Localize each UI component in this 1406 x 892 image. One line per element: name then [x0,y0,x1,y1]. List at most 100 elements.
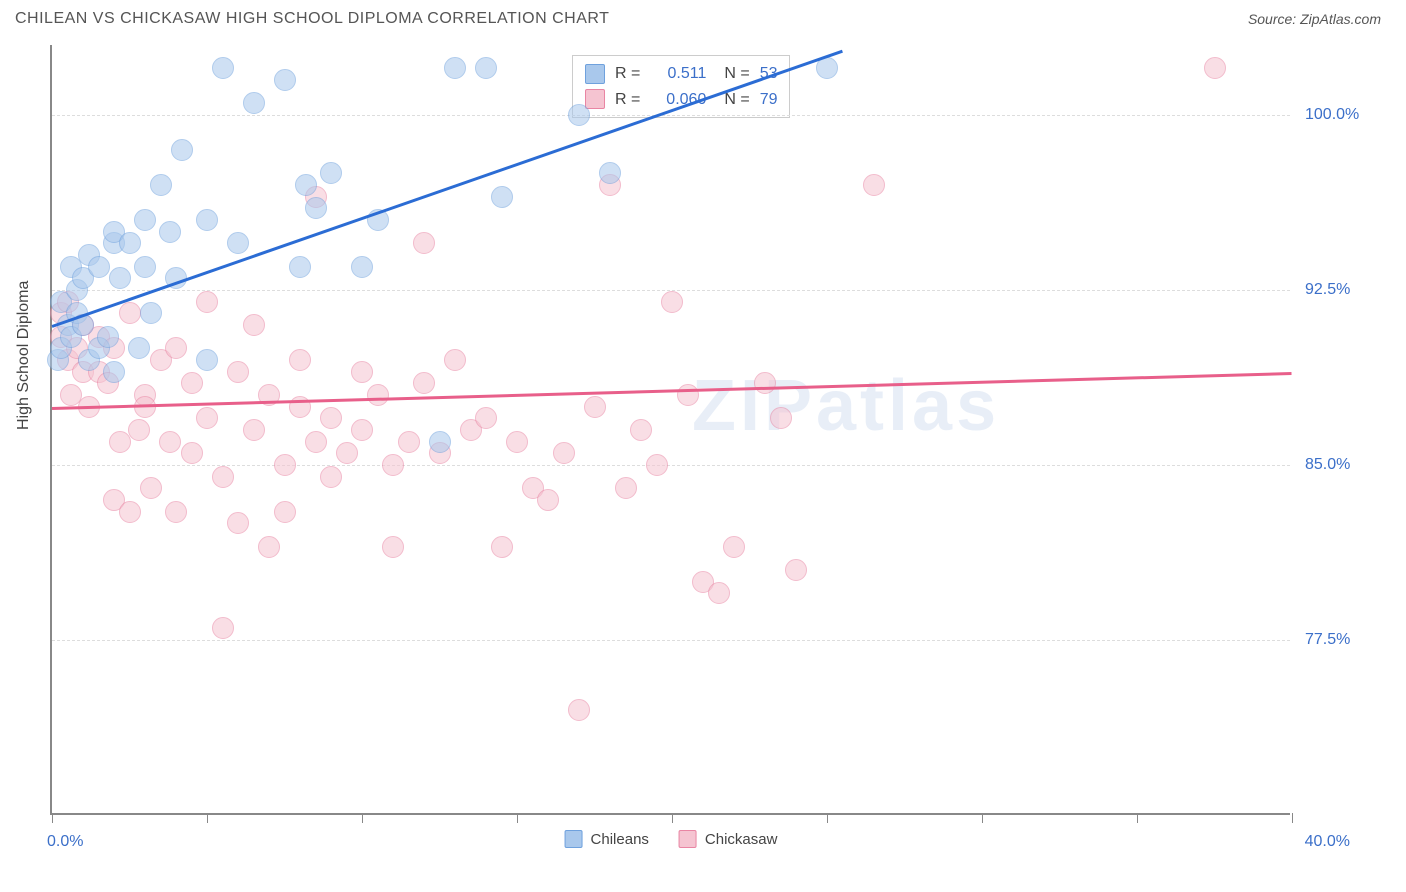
legend-swatch [565,830,583,848]
data-point [196,291,218,313]
data-point [630,419,652,441]
legend-item: Chickasaw [679,830,778,848]
data-point [584,396,606,418]
data-point [351,256,373,278]
watermark: ZIPatlas [692,365,1000,447]
data-point [382,536,404,558]
r-label: R = [615,61,640,87]
data-point [305,197,327,219]
data-point [165,337,187,359]
data-point [351,419,373,441]
data-point [708,582,730,604]
data-point [128,419,150,441]
gridline [52,115,1290,116]
x-tick [672,813,673,823]
data-point [134,209,156,231]
data-point [196,349,218,371]
x-tick [52,813,53,823]
stats-swatch [585,64,605,84]
data-point [754,372,776,394]
x-tick [207,813,208,823]
data-point [274,69,296,91]
data-point [140,477,162,499]
data-point [320,162,342,184]
data-point [212,57,234,79]
x-tick [362,813,363,823]
x-tick [1137,813,1138,823]
data-point [444,57,466,79]
data-point [97,326,119,348]
data-point [289,349,311,371]
y-tick-label: 77.5% [1305,631,1385,649]
n-value: 79 [760,87,778,113]
r-value: 0.511 [650,61,706,87]
legend-swatch [679,830,697,848]
data-point [150,174,172,196]
data-point [568,699,590,721]
data-point [1204,57,1226,79]
data-point [444,349,466,371]
data-point [165,501,187,523]
data-point [475,407,497,429]
x-tick [1292,813,1293,823]
data-point [320,407,342,429]
data-point [367,384,389,406]
chart-title: CHILEAN VS CHICKASAW HIGH SCHOOL DIPLOMA… [15,10,609,28]
data-point [491,186,513,208]
data-point [212,617,234,639]
r-label: R = [615,87,640,113]
data-point [171,139,193,161]
y-tick-label: 100.0% [1305,106,1385,124]
data-point [119,302,141,324]
data-point [103,361,125,383]
data-point [109,267,131,289]
data-point [429,431,451,453]
data-point [336,442,358,464]
y-tick-label: 92.5% [1305,281,1385,299]
data-point [243,314,265,336]
data-point [295,174,317,196]
data-point [723,536,745,558]
data-point [159,431,181,453]
data-point [491,536,513,558]
x-tick [517,813,518,823]
data-point [615,477,637,499]
y-axis-label: High School Diploma [15,281,33,430]
data-point [568,104,590,126]
gridline [52,465,1290,466]
data-point [88,256,110,278]
data-point [243,92,265,114]
data-point [398,431,420,453]
data-point [119,232,141,254]
data-point [258,536,280,558]
chart-header: CHILEAN VS CHICKASAW HIGH SCHOOL DIPLOMA… [0,0,1406,36]
stats-swatch [585,89,605,109]
data-point [243,419,265,441]
scatter-chart: ZIPatlas R =0.511N =53R =0.060N =79 Chil… [50,45,1290,815]
data-point [553,442,575,464]
data-point [227,232,249,254]
data-point [785,559,807,581]
data-point [475,57,497,79]
data-point [227,512,249,534]
data-point [599,162,621,184]
data-point [119,501,141,523]
data-point [320,466,342,488]
data-point [274,501,296,523]
data-point [506,431,528,453]
data-point [196,209,218,231]
data-point [677,384,699,406]
data-point [227,361,249,383]
data-point [289,256,311,278]
data-point [159,221,181,243]
x-axis-min-label: 0.0% [47,833,83,851]
data-point [661,291,683,313]
data-point [413,232,435,254]
data-point [128,337,150,359]
gridline [52,640,1290,641]
data-point [212,466,234,488]
data-point [274,454,296,476]
source-label: Source: ZipAtlas.com [1248,11,1381,27]
x-axis-max-label: 40.0% [1305,833,1350,851]
legend-item: Chileans [565,830,649,848]
